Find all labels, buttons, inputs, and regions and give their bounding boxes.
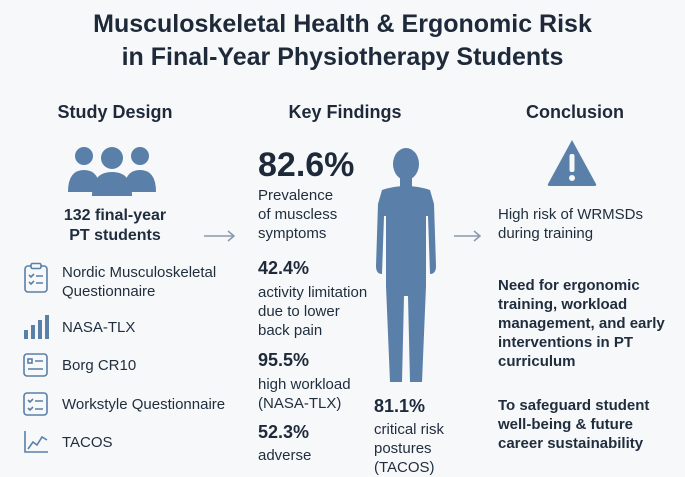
warning-icon: [547, 140, 597, 186]
workload-stat: 95.5%: [258, 350, 310, 370]
arrow-right-icon: [204, 230, 236, 242]
page-title: Musculoskeletal Health & Ergonomic Risk …: [93, 10, 592, 71]
tool-tacos: TACOS: [62, 434, 113, 451]
line-chart-icon: [24, 431, 48, 453]
activity-limitation-stat: 42.4%: [258, 258, 310, 278]
conclusion-safeguard: To safeguard student well-being & future…: [498, 397, 650, 452]
checklist-icon: [23, 392, 48, 416]
sample-size: 132 final-year PT students: [63, 207, 167, 244]
conclusion-risk: High risk of WRMSDs during training: [498, 206, 644, 242]
study-design-heading: Study Design: [57, 102, 173, 122]
tool-borg-cr10: Borg CR10: [62, 357, 137, 374]
conclusion-need: Need for ergonomic training, workload ma…: [498, 277, 665, 370]
arrow-right-icon: [454, 230, 482, 242]
tool-nasa-tlx: NASA-TLX: [62, 319, 136, 336]
critical-postures-stat: 81.1%: [374, 396, 426, 416]
clipboard-checklist-icon: [24, 262, 48, 293]
key-findings-heading: Key Findings: [288, 102, 402, 122]
prevalence-stat: 82.6%: [258, 146, 355, 184]
workload-desc: high workload (NASA-TLX): [258, 376, 351, 412]
activity-limitation-desc: activity limitation due to lower back pa…: [258, 284, 368, 339]
adverse-stat: 52.3%: [258, 422, 310, 442]
tool-workstyle-questionnaire: Workstyle Questionnaire: [62, 396, 226, 413]
tool-nordic-questionnaire: Nordic Musculoskeletal Questionnaire: [62, 264, 217, 300]
adverse-desc: adverse: [258, 447, 312, 464]
form-icon: [23, 353, 48, 377]
human-body-icon: [376, 148, 436, 382]
critical-postures-desc: critical risk postures (TACOS): [374, 421, 444, 476]
people-icon: [68, 147, 156, 196]
conclusion-heading: Conclusion: [526, 102, 624, 122]
prevalence-desc: Prevalence of muscless symptoms: [258, 187, 338, 242]
bar-chart-icon: [24, 315, 49, 339]
